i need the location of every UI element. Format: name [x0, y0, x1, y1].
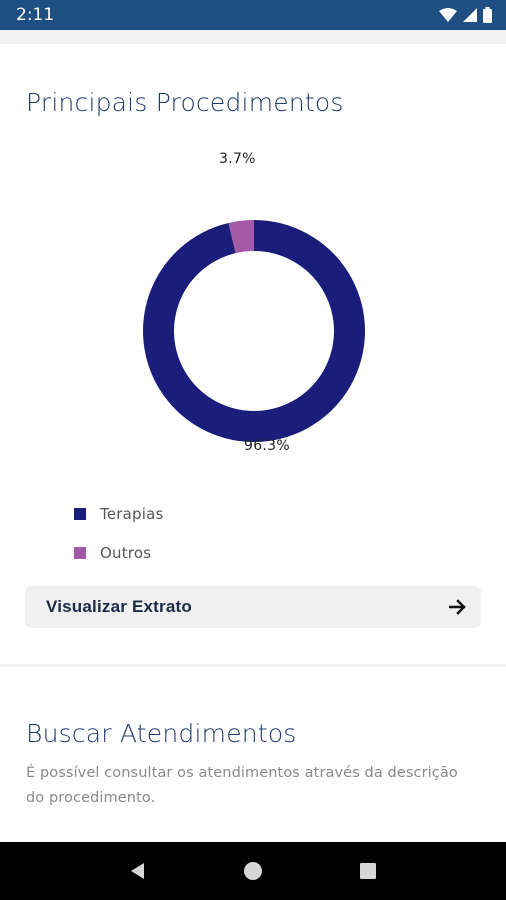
recents-icon [360, 863, 377, 879]
section-title-procedimentos: Principais Procedimentos [26, 88, 344, 117]
status-bar: 2:11 [0, 0, 506, 30]
buscar-card: Buscar Atendimentos É possível consultar… [0, 667, 506, 842]
legend-label-terapias: Terapias [100, 504, 164, 523]
wifi-icon [439, 8, 457, 22]
home-button[interactable] [233, 851, 273, 891]
legend-swatch-terapias [74, 507, 86, 520]
donut-chart-svg [143, 220, 366, 442]
legend-label-outros: Outros [100, 543, 152, 562]
donut-slice-outros [228, 220, 254, 254]
back-button[interactable] [118, 851, 158, 891]
signal-icon [463, 8, 477, 22]
status-icons [439, 7, 492, 23]
visualizar-extrato-label: Visualizar Extrato [46, 597, 192, 616]
back-icon [130, 863, 144, 879]
legend-swatch-outros [74, 546, 86, 559]
arrow-right-icon [449, 599, 466, 615]
legend-item-terapias: Terapias [74, 494, 164, 533]
recents-button[interactable] [348, 851, 388, 891]
navigation-bar [0, 842, 506, 900]
slice-label-terapias: 96.3% [244, 438, 290, 454]
procedimentos-card: Principais Procedimentos 3.7% 96.3% Tera… [0, 44, 506, 664]
content-scroll[interactable]: Principais Procedimentos 3.7% 96.3% Tera… [0, 30, 506, 842]
section-title-buscar: Buscar Atendimentos [26, 719, 297, 748]
home-icon [243, 862, 262, 880]
battery-icon [483, 7, 492, 23]
donut-chart: 3.7% 96.3% [0, 44, 506, 484]
chart-legend: Terapias Outros [74, 494, 164, 572]
donut-slice-terapias [143, 220, 366, 442]
legend-item-outros: Outros [74, 533, 164, 572]
buscar-description: É possível consultar os atendimentos atr… [26, 765, 458, 806]
status-time: 2:11 [16, 5, 55, 25]
slice-label-outros: 3.7% [219, 151, 256, 167]
visualizar-extrato-button[interactable]: Visualizar Extrato [25, 586, 481, 628]
